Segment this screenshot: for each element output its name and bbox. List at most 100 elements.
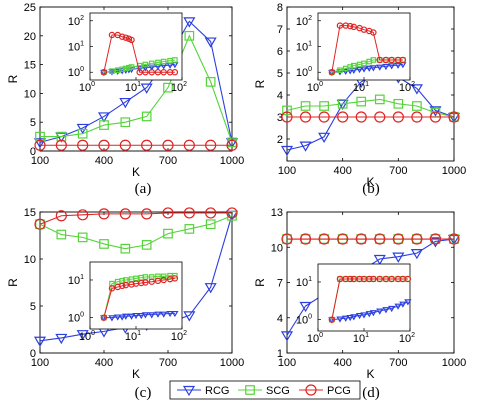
inset-data-point (138, 279, 145, 287)
panel-1: 100 400 700 1000 2 3 4 5 6 7 8 K R 100 101 102 100 101 102… (253, 2, 466, 197)
inset-data-point (171, 275, 179, 282)
x-tick-label: 1000 (220, 357, 244, 369)
inset-data-point (388, 305, 396, 313)
inset: 100 101 102 100 101 (296, 263, 415, 345)
inset: 100 101 102 100 101 (68, 261, 187, 343)
inset-data-point (148, 278, 155, 285)
data-point (374, 111, 386, 123)
inset-x-tick-label: 100 (79, 330, 95, 343)
inset-data-point (160, 58, 167, 65)
y-tick-label: 8 (277, 2, 283, 14)
y-tick-label: 10 (24, 254, 36, 266)
inset-data-point (388, 63, 396, 70)
inset-data-point (148, 69, 155, 76)
data-point (337, 98, 348, 109)
y-tick-label: 4 (277, 313, 283, 325)
inset-data-point (166, 310, 174, 318)
data-point (393, 98, 404, 109)
data-point (34, 139, 46, 151)
inset-data-point (388, 275, 395, 283)
data-point (280, 331, 294, 342)
inset-box (317, 263, 411, 332)
inset-data-point (370, 29, 377, 36)
inset-data-point (172, 57, 178, 63)
inset-data-point (342, 275, 349, 283)
series-pcg (281, 111, 460, 123)
data-point (120, 243, 131, 254)
legend-entry-scg: SCG (238, 385, 290, 397)
data-point (374, 233, 386, 245)
inset-data-point (114, 68, 122, 75)
legend-marker (245, 385, 255, 395)
x-tick-label: 400 (95, 155, 113, 167)
legend-label: SCG (266, 385, 290, 397)
inset-data-point (347, 64, 353, 70)
legend-label: PCG (327, 385, 351, 397)
inset-y-tick-label: 101 (296, 41, 312, 54)
data-point (205, 77, 216, 87)
data-point (119, 139, 131, 151)
x-axis-label: K (366, 175, 374, 189)
inset-data-point (171, 310, 179, 318)
inset-data-point (382, 307, 390, 314)
inset-data-point (128, 36, 135, 44)
data-point (411, 111, 423, 123)
data-point (392, 111, 404, 123)
x-tick-label: 1000 (220, 155, 244, 167)
data-point (281, 111, 293, 123)
data-point (76, 123, 89, 135)
data-point (280, 145, 294, 157)
data-point (183, 139, 195, 151)
data-point (319, 101, 329, 111)
data-point (77, 139, 89, 151)
data-point (448, 111, 460, 123)
data-point (141, 139, 153, 151)
data-point (98, 139, 110, 151)
data-point (318, 233, 330, 245)
panel-2: 100 400 700 1000 0 5 10 15 K R 100 101 102 100 101 (c) (6, 207, 244, 401)
inset-data-point (119, 66, 125, 73)
inset-data-point (328, 69, 336, 76)
inset-series-line (103, 34, 175, 73)
data-point (55, 139, 67, 151)
x-tick-label: 700 (159, 357, 177, 369)
data-point (355, 111, 367, 123)
data-point (56, 131, 67, 142)
inset-data-point (346, 22, 354, 30)
data-point (392, 233, 404, 245)
inset-data-point (328, 316, 336, 323)
data-point (120, 117, 131, 128)
y-tick-label: 10 (24, 88, 36, 100)
x-tick-label: 700 (389, 357, 407, 369)
y-tick-label: 3 (277, 112, 283, 124)
series-line (39, 20, 233, 143)
inset-data-point (360, 66, 368, 73)
inset-x-tick-label: 102 (399, 332, 415, 345)
inset-data-point (154, 311, 162, 318)
data-point (55, 333, 68, 345)
inset-data-point (109, 68, 115, 74)
panel-label: (b) (362, 181, 380, 197)
x-tick-label: 400 (333, 165, 351, 177)
inset-x-tick-label: 101 (125, 330, 141, 343)
panel-3: 100 400 700 1000 1 4 7 10 13 K R 100 101 102 100 101 (d) (253, 207, 466, 401)
y-tick-label: 25 (24, 2, 36, 14)
inset-data-point (404, 299, 412, 306)
inset-data-point (136, 62, 143, 69)
legend: RCG SCG PCG (169, 380, 361, 400)
y-tick-label: 0 (30, 348, 36, 360)
data-point (140, 83, 153, 94)
x-tick-label: 1000 (442, 165, 466, 177)
data-point (299, 233, 312, 245)
data-point (184, 224, 195, 234)
inset-y-tick-label: 100 (68, 312, 84, 325)
inset-data-point (350, 62, 357, 69)
inset-data-point (350, 23, 357, 31)
data-point (447, 112, 461, 124)
inset-series-pcg (100, 31, 179, 76)
data-point (205, 207, 217, 219)
inset-data-point (369, 65, 378, 72)
inset: 100 101 102 100 101 102 (296, 12, 415, 94)
data-point (226, 139, 238, 151)
